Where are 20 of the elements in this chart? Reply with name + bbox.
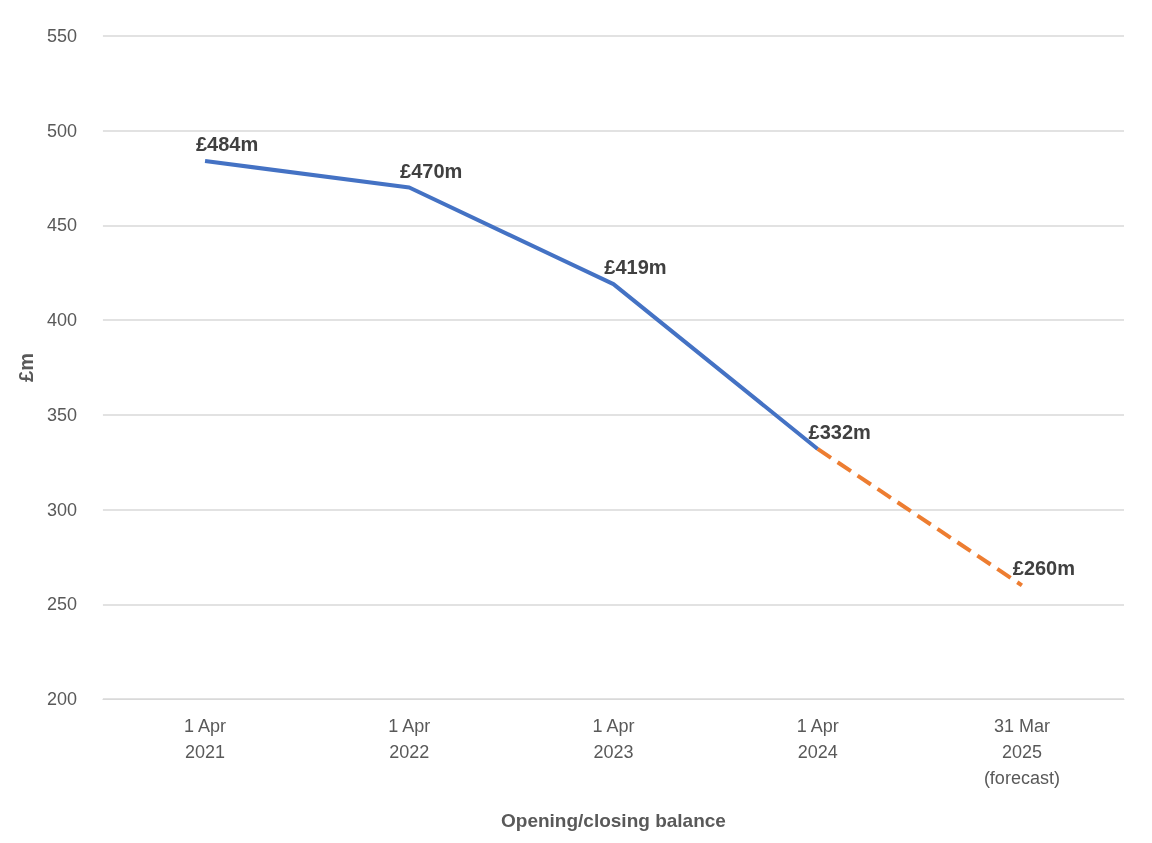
- y-tick-label: 500: [46, 120, 77, 141]
- y-tick-label: 300: [46, 499, 77, 520]
- data-label: £470m: [400, 159, 463, 182]
- y-tick-label: 350: [46, 404, 77, 425]
- x-axis-title: Opening/closing balance: [501, 810, 726, 831]
- y-tick-label: 250: [46, 594, 77, 615]
- y-tick-label: 400: [46, 310, 77, 331]
- y-tick-label: 200: [46, 689, 77, 709]
- x-tick-label: 1 Apr 2022: [388, 716, 431, 762]
- x-tick-label: 1 Apr 2023: [592, 716, 635, 762]
- y-axis-title: £m: [15, 353, 37, 382]
- x-tick-label: 1 Apr 2021: [184, 716, 227, 762]
- data-label: £260m: [1012, 557, 1076, 580]
- y-tick-label: 450: [46, 215, 77, 236]
- data-label: £484m: [195, 133, 259, 156]
- y-tick-label: 550: [46, 26, 77, 46]
- x-tick-label: 31 Mar 2025 (forecast): [983, 716, 1060, 788]
- data-label: £419m: [604, 256, 667, 279]
- x-tick-label: 1 Apr 2024: [796, 716, 839, 762]
- data-label: £332m: [808, 420, 871, 443]
